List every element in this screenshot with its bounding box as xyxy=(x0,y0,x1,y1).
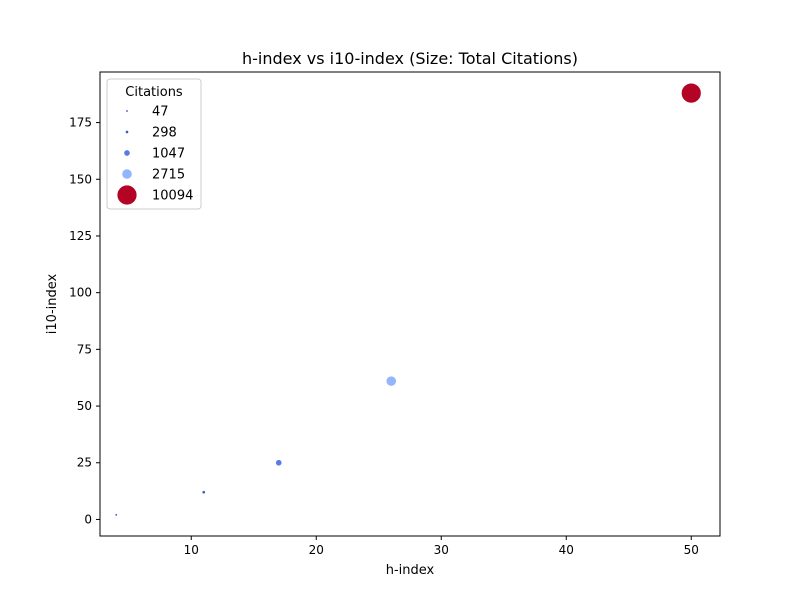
x-axis-label: h-index xyxy=(386,563,435,578)
legend: Citations 47 298 1047 2715 10094 xyxy=(106,78,202,210)
legend-marker xyxy=(125,109,129,113)
data-points xyxy=(114,82,702,517)
x-tick-label: 20 xyxy=(309,543,324,557)
y-tick-label: 175 xyxy=(69,116,92,130)
y-tick-label: 100 xyxy=(69,286,92,300)
y-axis-label: i10-index xyxy=(45,273,60,334)
y-tick-label: 150 xyxy=(69,172,92,186)
y-tick-label: 50 xyxy=(77,399,92,413)
y-tick-label: 75 xyxy=(77,342,92,356)
legend-label: 298 xyxy=(152,126,177,141)
x-tick-label: 30 xyxy=(434,543,449,557)
data-point xyxy=(201,490,206,495)
y-tick-label: 25 xyxy=(77,456,92,470)
legend-label: 10094 xyxy=(152,189,193,204)
legend-marker xyxy=(116,184,138,206)
x-tick-label: 50 xyxy=(684,543,699,557)
legend-title: Citations xyxy=(125,85,183,100)
y-tick-label: 125 xyxy=(69,229,92,243)
chart-title: h-index vs i10-index (Size: Total Citati… xyxy=(242,49,578,68)
legend-entries: 47 298 1047 2715 10094 xyxy=(116,105,193,206)
x-axis: 10 20 30 40 50 xyxy=(184,536,699,557)
legend-label: 1047 xyxy=(152,147,185,162)
x-tick-label: 10 xyxy=(184,543,199,557)
legend-marker xyxy=(121,168,133,180)
y-axis: 0 25 50 75 100 125 150 175 xyxy=(69,116,100,526)
data-point xyxy=(680,82,702,104)
legend-label: 2715 xyxy=(152,168,185,183)
data-point xyxy=(385,375,397,387)
x-tick-label: 40 xyxy=(559,543,574,557)
data-point xyxy=(114,513,118,517)
y-tick-label: 0 xyxy=(84,512,92,526)
legend-label: 47 xyxy=(152,105,169,120)
legend-marker xyxy=(123,149,131,157)
plot-area xyxy=(99,71,721,537)
data-point xyxy=(275,459,283,467)
legend-marker xyxy=(124,129,130,135)
